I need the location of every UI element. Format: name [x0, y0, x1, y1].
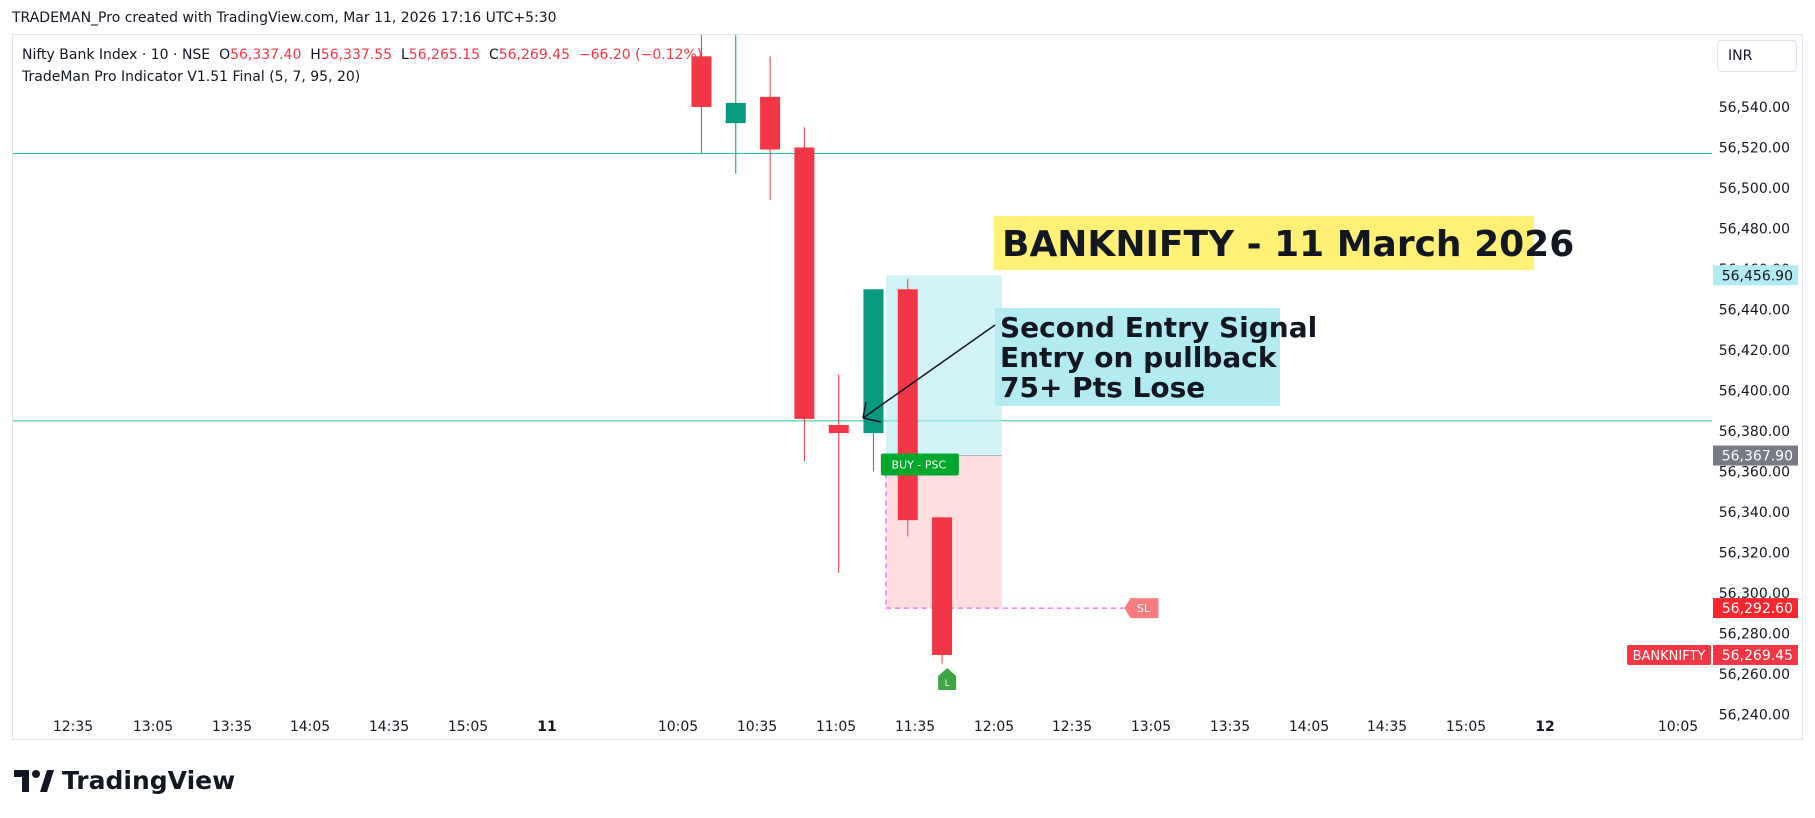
price-tag-label-2: 56,292.60	[1722, 601, 1793, 617]
price-tag-2[interactable]	[1713, 598, 1798, 619]
x-tick-label-15: 14:05	[1289, 719, 1329, 735]
stop-loss-label: SL	[1137, 602, 1151, 615]
y-tick-label-5: 56,340.00	[1719, 505, 1790, 521]
annotation-arrow[interactable]	[862, 324, 996, 419]
y-tick-label-13: 56,500.00	[1719, 181, 1790, 197]
indicator-label[interactable]: TradeMan Pro Indicator V1.51 Final (5, 7…	[22, 69, 361, 85]
x-tick-label-19: 10:05	[1658, 719, 1698, 735]
x-tick-label-10: 11:35	[895, 719, 935, 735]
y-tick-label-0: 56,240.00	[1719, 708, 1790, 724]
y-tick-label-4: 56,320.00	[1719, 546, 1790, 562]
x-tick-label-18: 12	[1535, 719, 1554, 735]
x-tick-label-6: 11	[537, 719, 556, 735]
x-tick-label-2: 13:35	[212, 719, 252, 735]
y-tick-label-7: 56,380.00	[1719, 424, 1790, 440]
y-tick-label-14: 56,520.00	[1719, 140, 1790, 156]
x-tick-label-12: 12:35	[1052, 719, 1092, 735]
chart-title: BANKNIFTY - 11 March 2026	[1002, 224, 1574, 265]
price-tag-label-1: 56,367.90	[1722, 449, 1793, 465]
tradingview-logo[interactable]: TradingView	[14, 766, 235, 795]
x-tick-label-9: 11:05	[816, 719, 856, 735]
y-tick-label-12: 56,480.00	[1719, 221, 1790, 237]
stop-loss-marker[interactable]	[1124, 598, 1159, 619]
currency-button[interactable]: INR	[1717, 40, 1797, 72]
x-tick-label-8: 10:35	[737, 719, 777, 735]
candle-body-3[interactable]	[794, 147, 815, 419]
exit-label: L	[945, 679, 950, 689]
buy-signal-label: BUY - PSC	[892, 459, 947, 472]
chart-caption: TRADEMAN_Pro created with TradingView.co…	[12, 10, 557, 26]
y-tick-label-9: 56,420.00	[1719, 343, 1790, 359]
candle-body-2[interactable]	[760, 96, 781, 150]
x-tick-label-0: 12:35	[53, 719, 93, 735]
x-tick-label-17: 15:05	[1446, 719, 1486, 735]
symbol-label[interactable]: Nifty Bank Index · 10 · NSE	[22, 47, 211, 63]
y-tick-label-1: 56,260.00	[1719, 667, 1790, 683]
x-tick-label-3: 14:05	[290, 719, 330, 735]
brand-name: TradingView	[62, 766, 236, 795]
x-tick-label-7: 10:05	[658, 719, 698, 735]
note-line-2: 75+ Pts Lose	[1000, 371, 1205, 404]
ohlc-row: Nifty Bank Index · 10 · NSE O56,337.40 H…	[22, 44, 702, 66]
y-tick-label-2: 56,280.00	[1719, 627, 1790, 643]
price-tag-1[interactable]	[1713, 445, 1798, 466]
low-value: 56,265.15	[408, 47, 481, 63]
open-value: 56,337.40	[230, 47, 302, 63]
candle-body-6[interactable]	[897, 289, 918, 521]
annotation-arrow-head	[862, 401, 882, 423]
x-tick-label-11: 12:05	[974, 719, 1014, 735]
high-label: H	[310, 47, 321, 63]
price-tag-label-3: 56,269.45	[1722, 648, 1793, 664]
chart-frame[interactable]	[12, 34, 1803, 740]
high-value: 56,337.55	[320, 47, 393, 63]
exit-marker[interactable]	[938, 668, 957, 690]
x-tick-label-16: 14:35	[1367, 719, 1407, 735]
note-line-1: Entry on pullback	[1000, 341, 1278, 374]
candle-body-5[interactable]	[863, 289, 884, 434]
candle-body-1[interactable]	[725, 102, 746, 124]
open-label: O	[219, 47, 231, 63]
note-annotation-box[interactable]	[995, 308, 1280, 406]
price-tag-0[interactable]	[1713, 265, 1798, 286]
x-tick-label-4: 14:35	[369, 719, 409, 735]
chart-legend: Nifty Bank Index · 10 · NSE O56,337.40 H…	[22, 44, 702, 88]
price-tag-3[interactable]	[1713, 644, 1798, 665]
candle-body-0[interactable]	[691, 56, 712, 107]
low-label: L	[400, 47, 409, 63]
close-label: C	[488, 47, 499, 63]
buy-signal-marker[interactable]	[880, 453, 959, 476]
candle-body-4[interactable]	[828, 424, 849, 434]
note-line-0: Second Entry Signal	[1000, 311, 1317, 344]
title-annotation-box[interactable]	[994, 216, 1534, 270]
candle-body-7[interactable]	[932, 517, 953, 655]
symbol-tag[interactable]	[1627, 644, 1711, 665]
y-tick-label-8: 56,400.00	[1719, 384, 1790, 400]
x-tick-label-13: 13:05	[1131, 719, 1171, 735]
tradingview-logo-icon	[14, 769, 54, 792]
y-tick-label-10: 56,440.00	[1719, 303, 1790, 319]
y-tick-label-6: 56,360.00	[1719, 465, 1790, 481]
price-tag-label-0: 56,456.90	[1722, 268, 1793, 284]
close-value: 56,269.45	[498, 47, 570, 63]
x-tick-label-14: 13:35	[1210, 719, 1250, 735]
x-tick-label-5: 15:05	[448, 719, 488, 735]
symbol-tag-label: BANKNIFTY	[1633, 649, 1706, 664]
y-tick-label-15: 56,540.00	[1719, 100, 1790, 116]
change-value: −66.20 (−0.12%)	[578, 47, 703, 63]
x-tick-label-1: 13:05	[133, 719, 173, 735]
